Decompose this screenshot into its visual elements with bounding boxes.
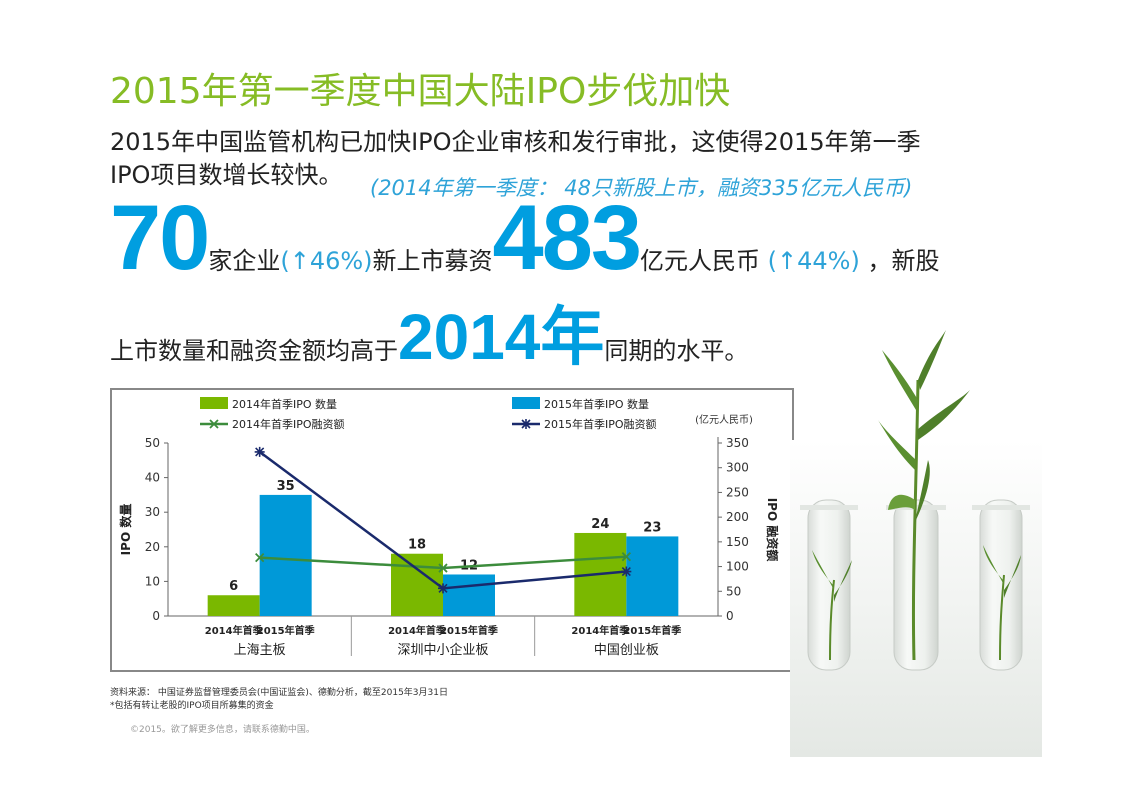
legend-label: 2015年首季IPO 数量 — [544, 397, 649, 411]
y-right-tick-label: 100 — [726, 560, 749, 574]
legend-label: 2014年首季IPO 数量 — [232, 397, 337, 411]
bar-value-label: 18 — [408, 538, 426, 553]
highlight-tail: ，新股 — [867, 247, 940, 275]
legend-label: 2015年首季IPO融资额 — [544, 417, 657, 431]
legend-swatch — [200, 397, 228, 409]
source-footnote: 资料来源： 中国证券监督管理委员会(中国证监会)、德勤分析，截至2015年3月3… — [110, 688, 448, 698]
y-left-tick-label: 30 — [145, 505, 160, 519]
companies-text: 家企业 — [208, 247, 281, 275]
y-right-unit-label: (亿元人民币) — [695, 413, 753, 426]
page-title: 2015年第一季度中国大陆IPO步伐加快 — [110, 71, 731, 112]
y-right-tick-label: 300 — [726, 461, 749, 475]
ipo-chart: 0 10 20 30 40 50 0 50 100 150 200 250 300 350 IPO 数量 IP… — [118, 397, 780, 658]
sub-category-label: 2015年首季 — [440, 624, 499, 637]
amount-growth: (↑44%) — [767, 247, 860, 275]
legend-marker — [209, 419, 219, 429]
y-left-tick-label: 50 — [145, 436, 160, 450]
plant-in-test-tubes-image — [790, 330, 1042, 757]
asterisk-footnote: *包括有转让老股的IPO项目所募集的资金 — [110, 701, 274, 711]
group-label: 上海主板 — [234, 643, 286, 658]
bar-value-label: 24 — [591, 517, 609, 532]
y-left-tick-label: 20 — [145, 540, 160, 554]
y-right-tick-label: 200 — [726, 510, 749, 524]
comparison-year: 2014年 — [398, 301, 605, 373]
line3-post: 同期的水平。 — [604, 337, 749, 365]
bar-2014 — [391, 553, 443, 616]
bar-value-label: 35 — [277, 479, 295, 494]
bar-2015 — [259, 494, 312, 616]
group-label: 中国创业板 — [594, 643, 659, 658]
bar-2015 — [626, 536, 679, 616]
company-count: 70 — [110, 187, 210, 289]
companies-growth: (↑46%) — [280, 247, 373, 275]
y-right-tick-label: 0 — [726, 609, 734, 623]
y-right-tick-label: 350 — [726, 436, 749, 450]
line-point-2015 — [438, 583, 448, 594]
legend-marker — [521, 419, 531, 429]
intro-line-1: 2015年中国监管机构已加快IPO企业审核和发行审批，这使得2015年第一季 — [110, 128, 921, 156]
highlight-line-2: 上市数量和融资金额均高于2014年同期的水平。 — [110, 305, 748, 369]
line-point-2014 — [438, 563, 448, 573]
y-right-tick-label: 250 — [726, 485, 749, 499]
sub-category-label: 2014年首季 — [205, 624, 264, 637]
amount-unit: 亿元人民币 — [640, 247, 761, 275]
y-left-tick-label: 0 — [152, 609, 160, 623]
legend-swatch — [512, 397, 540, 409]
sub-category-label: 2014年首季 — [388, 624, 447, 637]
sub-category-label: 2014年首季 — [571, 624, 630, 637]
y-left-tick-label: 40 — [145, 471, 160, 485]
line-point-2015 — [254, 446, 265, 457]
line-point-2015 — [621, 566, 632, 577]
line3-pre: 上市数量和融资金额均高于 — [110, 337, 398, 365]
sub-category-label: 2015年首季 — [623, 624, 682, 637]
raise-amount: 483 — [492, 187, 642, 289]
bar-2015 — [443, 574, 495, 616]
highlight-line: 70家企业(↑46%)新上市募资483亿元人民币 (↑44%) ，新股 — [110, 192, 940, 292]
y-right-tick-label: 50 — [726, 584, 741, 598]
y-right-axis-title: IPO 融资额 — [765, 498, 780, 562]
sub-category-label: 2015年首季 — [257, 624, 316, 637]
y-right-tick-label: 150 — [726, 535, 749, 549]
y-left-tick-label: 10 — [145, 574, 160, 588]
ipo-chart-frame: 0 10 20 30 40 50 0 50 100 150 200 250 300 350 IPO 数量 IP… — [110, 388, 794, 672]
line-point-2014 — [621, 552, 631, 562]
group-label: 深圳中小企业板 — [397, 642, 488, 658]
intro-line-2: IPO项目数增长较快。 — [110, 161, 343, 189]
copyright-text: ©2015。欲了解更多信息，请联系德勤中国。 — [130, 725, 315, 735]
y-left-axis-title: IPO 数量 — [118, 504, 133, 556]
comparison-note-2014: (2014年第一季度： 48只新股上市，融资335亿元人民币) — [370, 176, 913, 200]
legend-label: 2014年首季IPO融资额 — [232, 417, 345, 431]
bar-value-label: 6 — [229, 579, 238, 594]
bar-value-label: 23 — [643, 520, 661, 535]
bar-2014 — [207, 595, 260, 616]
raise-text: 新上市募资 — [372, 247, 493, 275]
line-point-2014 — [255, 553, 265, 563]
